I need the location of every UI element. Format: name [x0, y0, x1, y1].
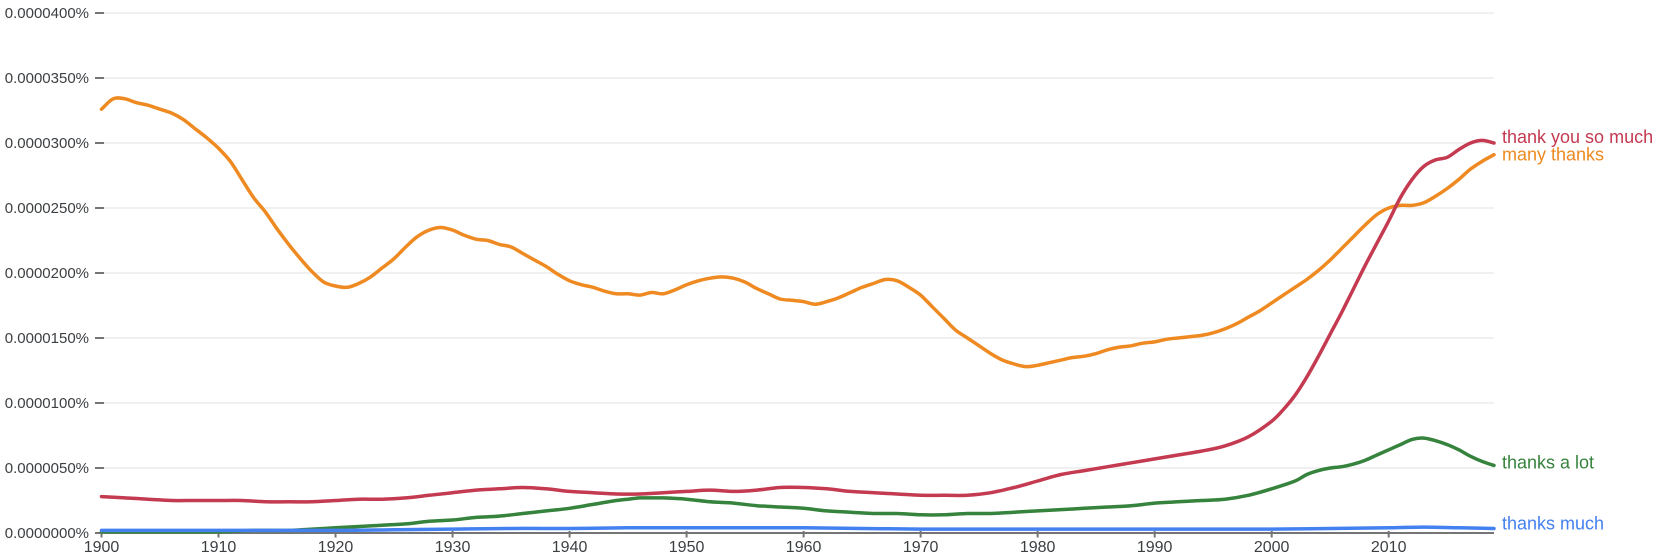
x-axis-tick-label: 1910 — [201, 539, 237, 556]
y-axis-tick-label: 0.0000100% — [5, 395, 89, 412]
series-lines — [99, 96, 1496, 534]
series-line-many-thanks[interactable] — [99, 96, 1496, 369]
series-label-thank-you-so-much[interactable]: thank you so much — [1502, 127, 1653, 147]
x-axis-tick-label: 1960 — [786, 539, 822, 556]
series-label-many-thanks[interactable]: many thanks — [1502, 145, 1604, 165]
x-axis-tick-label: 2010 — [1371, 539, 1407, 556]
series-line-thanks-a-lot[interactable] — [99, 436, 1496, 534]
x-axis-labels: 1900 1910 1920 1930 1940 1950 1960 1970 1980 1990… — [84, 539, 1407, 556]
x-axis-tick-label: 1990 — [1137, 539, 1173, 556]
y-axis-tick-label: 0.0000300% — [5, 135, 89, 152]
series-line-thank-you-so-much[interactable] — [99, 138, 1496, 504]
series-label-thanks-a-lot[interactable]: thanks a lot — [1502, 452, 1594, 472]
gridlines — [101, 12, 1494, 469]
y-axis-tick-label: 0.0000000% — [5, 525, 89, 542]
series-label-thanks-much[interactable]: thanks much — [1502, 513, 1604, 533]
x-axis-tick-label: 1900 — [84, 539, 120, 556]
y-axis-tick-label: 0.0000350% — [5, 70, 89, 87]
x-axis-tick-label: 1980 — [1020, 539, 1056, 556]
y-axis-tick-label: 0.0000400% — [5, 5, 89, 22]
x-axis-tick-label: 1940 — [552, 539, 588, 556]
y-axis-ticks — [95, 12, 104, 534]
x-axis-tick-label: 1930 — [435, 539, 471, 556]
y-axis-tick-label: 0.0000250% — [5, 200, 89, 217]
y-axis-labels: 0.0000000% 0.0000050% 0.0000100% 0.0000150%… — [5, 5, 89, 542]
x-axis-tick-label: 1950 — [669, 539, 705, 556]
y-axis-tick-label: 0.0000050% — [5, 460, 89, 477]
x-axis-tick-label: 1970 — [903, 539, 939, 556]
series-line-thanks-much[interactable] — [99, 525, 1496, 533]
x-axis-tick-label: 1920 — [318, 539, 354, 556]
y-axis-tick-label: 0.0000150% — [5, 330, 89, 347]
y-axis-tick-label: 0.0000200% — [5, 265, 89, 282]
x-axis-tick-label: 2000 — [1254, 539, 1290, 556]
